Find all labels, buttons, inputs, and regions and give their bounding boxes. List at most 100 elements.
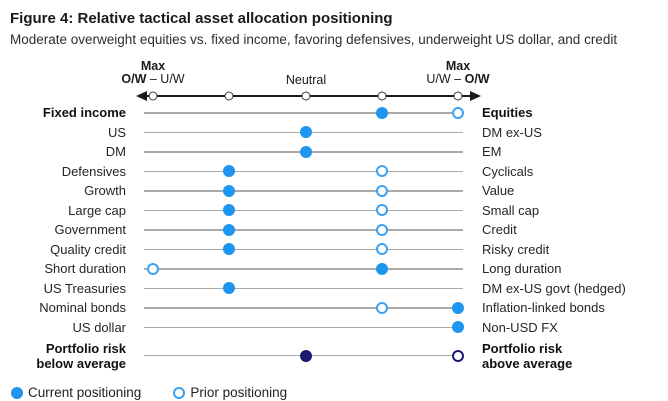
row-right-label: Non-USD FX	[482, 319, 558, 335]
row-left-label: Defensives	[61, 163, 126, 179]
allocation-chart: Max O/W – U/W Neutral Max U/W – O/W	[10, 60, 658, 374]
legend-item-current: Current positioning	[11, 385, 141, 400]
row-line	[144, 112, 463, 114]
allocation-row: Growth Value	[10, 181, 658, 201]
allocation-row: US DM ex-US	[10, 123, 658, 143]
row-track	[140, 220, 471, 240]
current-position-marker	[299, 145, 312, 158]
allocation-row: Large cap Small cap	[10, 201, 658, 221]
axis-tick-circle	[453, 91, 463, 101]
axis-label-max-uw: Max U/W – O/W	[426, 59, 490, 86]
row-line	[144, 248, 463, 250]
row-left-label: Short duration	[44, 261, 126, 277]
current-position-marker	[375, 106, 388, 119]
current-position-marker	[223, 204, 236, 217]
row-line	[144, 190, 463, 192]
current-position-marker	[223, 184, 236, 197]
prior-positioning-circle-icon	[173, 386, 186, 399]
axis-label-max-ow: Max O/W – U/W	[121, 59, 185, 86]
figure-title: Figure 4: Relative tactical asset alloca…	[10, 10, 393, 27]
current-position-marker	[223, 223, 236, 236]
current-position-marker	[375, 262, 388, 275]
row-left-label: US	[107, 124, 126, 140]
row-left-label: Portfolio risk below average	[36, 340, 126, 371]
allocation-rows: Fixed income Equities US DM ex-US DM EM Defens…	[10, 103, 658, 374]
row-track	[140, 181, 471, 201]
arrow-right-icon	[470, 91, 481, 101]
axis-tick-circle	[377, 91, 387, 101]
row-right-label: Cyclicals	[482, 163, 534, 179]
axis-tick-circle	[148, 91, 158, 101]
prior-position-marker	[375, 184, 388, 197]
row-left-label: DM	[105, 144, 126, 160]
row-left-label: Growth	[84, 183, 126, 199]
row-track	[140, 279, 471, 299]
axis-tick-circle	[224, 91, 234, 101]
row-left-label: US Treasuries	[43, 280, 126, 296]
allocation-row: US Treasuries DM ex-US govt (hedged)	[10, 279, 658, 299]
arrow-left-icon	[136, 91, 147, 101]
row-track	[140, 201, 471, 221]
row-line	[144, 326, 463, 328]
row-right-label: Inflation-linked bonds	[482, 300, 605, 316]
row-right-label: Equities	[482, 105, 533, 121]
row-left-label: Large cap	[68, 202, 126, 218]
row-right-label: Credit	[482, 222, 517, 238]
current-position-marker	[299, 126, 312, 139]
row-line	[144, 287, 463, 289]
current-positioning-dot-icon	[11, 386, 23, 399]
allocation-row: Portfolio risk below average Portfolio ris…	[10, 337, 658, 374]
row-track	[140, 337, 471, 374]
prior-position-marker	[147, 262, 159, 275]
row-track	[140, 162, 471, 182]
row-right-label: Risky credit	[482, 241, 550, 257]
row-line	[144, 307, 463, 309]
row-right-label: Value	[482, 183, 515, 199]
row-left-label: Government	[54, 222, 126, 238]
legend-item-prior: Prior positioning	[173, 385, 287, 400]
row-right-label: Long duration	[482, 261, 562, 277]
row-left-label: Nominal bonds	[39, 300, 126, 316]
prior-position-marker	[452, 106, 464, 119]
row-left-label: US dollar	[72, 319, 126, 335]
figure-subtitle: Moderate overweight equities vs. fixed i…	[10, 32, 618, 47]
row-right-label: Small cap	[482, 202, 540, 218]
current-position-marker	[223, 282, 236, 295]
current-position-marker	[299, 349, 312, 362]
row-track	[140, 259, 471, 279]
current-position-marker	[223, 165, 236, 178]
current-position-marker	[452, 301, 464, 314]
row-line	[144, 229, 463, 231]
current-position-marker	[223, 243, 236, 256]
axis-header: Max O/W – U/W Neutral Max U/W – O/W	[121, 60, 489, 87]
current-position-marker	[452, 321, 464, 334]
row-track	[140, 298, 471, 318]
row-right-label: EM	[482, 144, 502, 160]
prior-position-marker	[452, 349, 464, 362]
prior-position-marker	[375, 243, 388, 256]
row-right-label: Portfolio risk above average	[482, 340, 573, 371]
legend-current-label: Current positioning	[28, 385, 142, 400]
allocation-row: Short duration Long duration	[10, 259, 658, 279]
axis-track	[136, 89, 481, 103]
row-track	[140, 318, 471, 338]
prior-position-marker	[375, 223, 388, 236]
row-track	[140, 142, 471, 162]
row-left-label: Quality credit	[50, 241, 126, 257]
row-line	[144, 170, 463, 172]
row-right-label: DM ex-US	[482, 124, 542, 140]
row-right-label: DM ex-US govt (hedged)	[482, 280, 626, 296]
allocation-row: Government Credit	[10, 220, 658, 240]
row-left-label: Fixed income	[42, 105, 126, 121]
prior-position-marker	[375, 204, 388, 217]
legend: Current positioning Prior positioning	[10, 385, 658, 400]
allocation-row: US dollar Non-USD FX	[10, 318, 658, 338]
prior-position-marker	[375, 301, 388, 314]
allocation-row: Defensives Cyclicals	[10, 162, 658, 182]
row-track	[140, 103, 471, 123]
allocation-row: Nominal bonds Inflation-linked bonds	[10, 298, 658, 318]
row-track	[140, 240, 471, 260]
legend-prior-label: Prior positioning	[190, 385, 288, 400]
axis-tick-circle	[301, 91, 310, 101]
